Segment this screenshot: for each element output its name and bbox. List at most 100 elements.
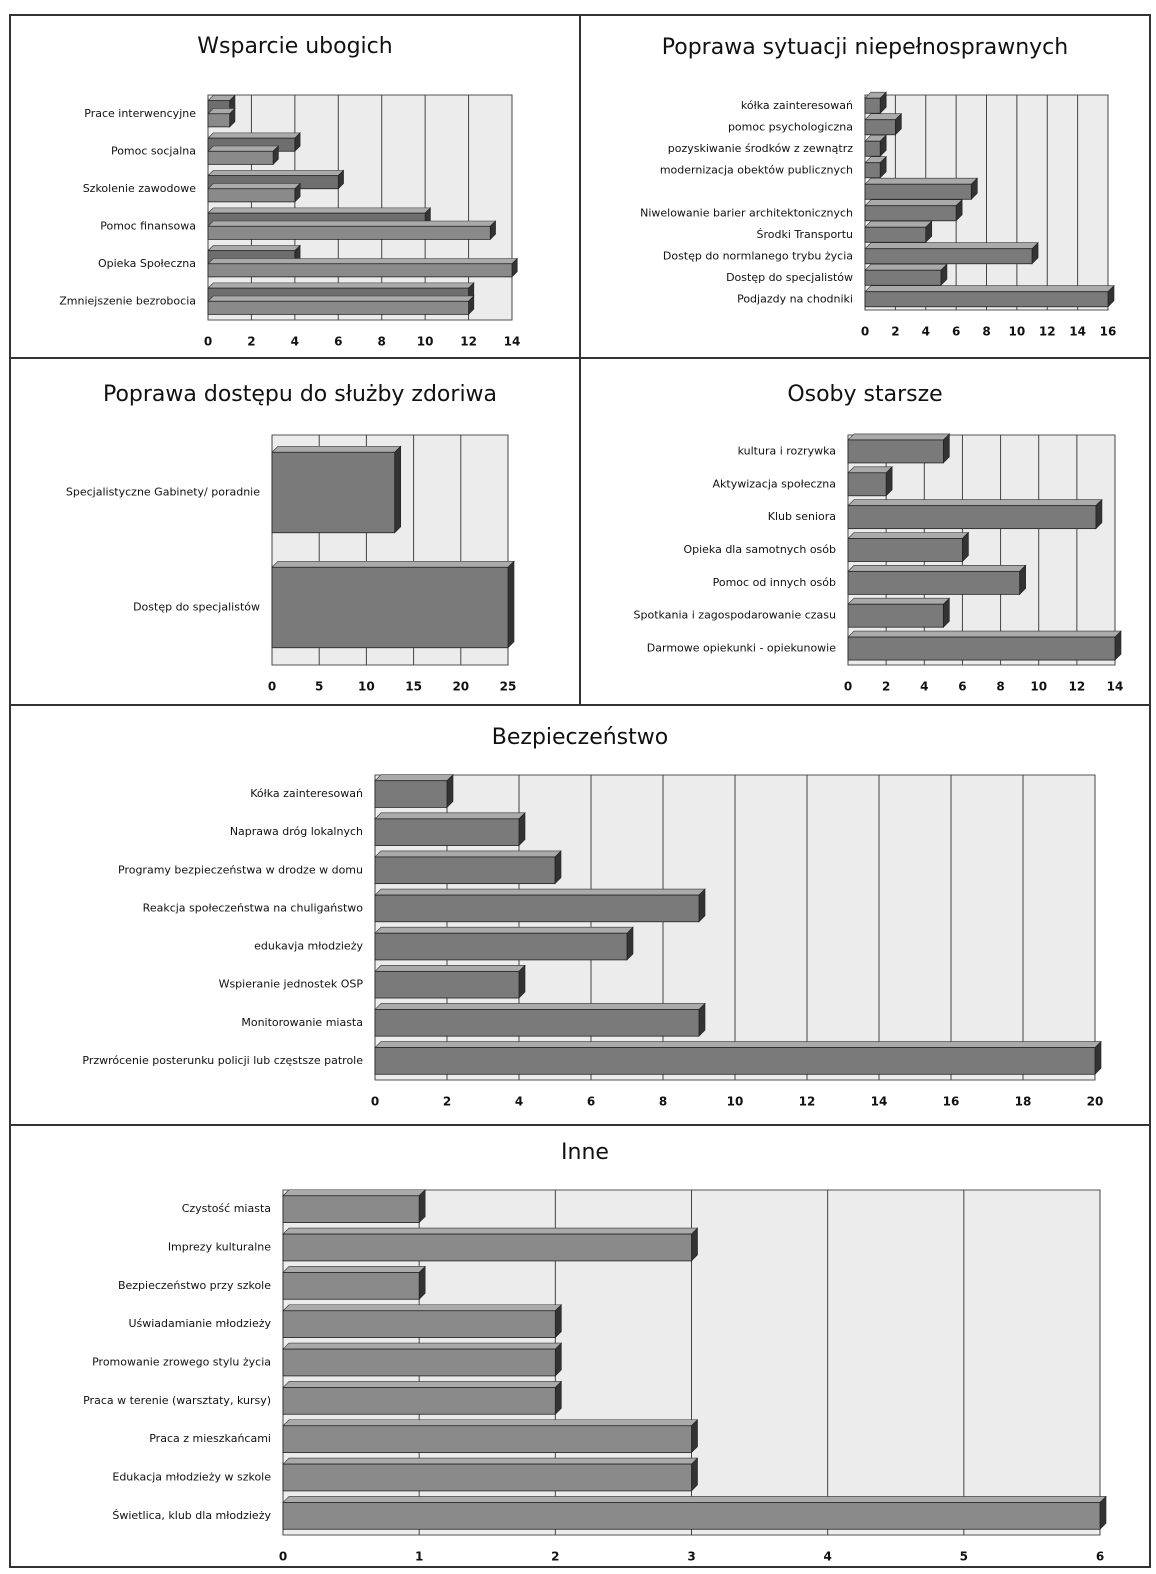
x-tick-label: 18 <box>1015 1095 1032 1109</box>
bar <box>282 1463 692 1492</box>
x-tick-label: 0 <box>861 325 869 339</box>
bar-depth <box>847 532 970 539</box>
x-tick-label: 5 <box>960 1550 968 1564</box>
category-label: Promowanie zrowego stylu życia <box>92 1356 271 1369</box>
category-label: Programy bezpieczeństwa w drodze w domu <box>118 863 363 876</box>
x-tick-label: 25 <box>500 680 517 694</box>
x-tick-label: 10 <box>1009 325 1026 339</box>
category-label: Wspieranie jednostek OSP <box>219 978 364 991</box>
category-label: Środki Transportu <box>757 228 854 241</box>
x-tick-label: 2 <box>443 1095 451 1109</box>
bar-depth <box>847 630 1122 638</box>
category-label: Opieka Społeczna <box>98 257 196 270</box>
x-tick-label: 16 <box>943 1095 960 1109</box>
bar-depth <box>374 850 562 858</box>
bar <box>864 291 1109 308</box>
category-label: Uświadamianie młodzieży <box>128 1317 271 1330</box>
bar-depth <box>282 1381 563 1388</box>
x-tick-label: 14 <box>504 335 521 349</box>
x-tick-label: 10 <box>358 680 375 694</box>
bar-depth <box>282 1266 426 1273</box>
bar-depth <box>282 1457 699 1465</box>
bar <box>847 439 944 464</box>
bar-depth <box>207 183 301 190</box>
x-tick-label: 3 <box>687 1550 695 1564</box>
x-tick-label: 6 <box>958 680 966 694</box>
bar-side <box>507 560 515 649</box>
bar <box>282 1195 420 1223</box>
category-label: pomoc psychologiczna <box>728 120 853 133</box>
chart-title: Wsparcie ubogich <box>197 34 392 59</box>
bar-depth <box>864 177 979 185</box>
bar-depth <box>864 242 1039 250</box>
bar-depth <box>207 170 345 176</box>
bar <box>207 150 274 165</box>
bar-depth <box>864 199 963 207</box>
bar <box>374 970 520 999</box>
x-tick-label: 4 <box>922 325 930 339</box>
bar-depth <box>207 132 301 139</box>
x-tick-label: 14 <box>1069 325 1086 339</box>
category-label: kółka zainteresowań <box>741 99 853 112</box>
bar-depth <box>374 965 526 972</box>
bar <box>374 1047 1096 1075</box>
bar <box>374 932 628 961</box>
bar-depth <box>282 1227 699 1235</box>
bar <box>847 505 1097 530</box>
bar-depth <box>282 1304 563 1312</box>
bar-depth <box>847 597 951 605</box>
plot-area <box>207 94 513 321</box>
bar-depth <box>282 1496 1107 1503</box>
category-label: Spotkania i zagospodarowanie czasu <box>634 609 836 622</box>
category-label: Imprezy kulturalne <box>168 1241 271 1254</box>
x-tick-label: 14 <box>1107 680 1124 694</box>
bar-depth <box>207 258 518 265</box>
category-label: Kółka zainteresowań <box>250 787 363 800</box>
bar-depth <box>847 565 1027 572</box>
bar <box>282 1233 692 1262</box>
bar-depth <box>374 774 454 782</box>
bar <box>847 636 1116 661</box>
category-label: Aktywizacja społeczna <box>713 477 837 490</box>
bar <box>282 1272 420 1300</box>
x-tick-label: 8 <box>659 1095 667 1109</box>
bar-side <box>518 812 526 847</box>
x-tick-label: 2 <box>551 1550 559 1564</box>
chart-title: Poprawa sytuacji niepełnosprawnych <box>662 35 1068 60</box>
bar-depth <box>207 295 475 302</box>
bar <box>864 269 942 286</box>
category-label: Klub seniora <box>768 510 836 523</box>
bar <box>282 1425 692 1453</box>
bar-depth <box>374 1003 706 1010</box>
bar <box>271 566 509 649</box>
category-label: Praca w terenie (warsztaty, kursy) <box>83 1394 271 1407</box>
category-label: Prace interwencyjne <box>84 107 196 120</box>
category-label: kultura i rozrywka <box>738 444 836 457</box>
category-label: Podjazdy na chodniki <box>737 292 853 305</box>
x-tick-label: 20 <box>452 680 469 694</box>
x-tick-label: 4 <box>291 335 299 349</box>
bar <box>374 894 700 923</box>
x-tick-label: 6 <box>587 1095 595 1109</box>
category-label: Dostęp do specjalistów <box>133 601 260 614</box>
bar-side <box>698 1002 706 1037</box>
category-label: pozyskiwanie środków z zewnątrz <box>668 142 853 155</box>
bar <box>207 225 491 240</box>
bar <box>864 162 881 179</box>
category-label: Świetlica, klub dla młodzieży <box>112 1509 271 1522</box>
x-tick-label: 0 <box>204 335 212 349</box>
bar-depth <box>374 812 526 820</box>
category-label: Naprawa dróg lokalnych <box>230 825 363 838</box>
category-label: Edukacja młodzieży w szkole <box>112 1471 271 1484</box>
bar-depth <box>207 220 497 227</box>
bar-side <box>1099 1495 1107 1530</box>
bar-side <box>691 1419 698 1454</box>
category-label: edukavja młodzieży <box>254 940 363 953</box>
x-tick-label: 12 <box>1069 680 1086 694</box>
bar-side <box>555 1380 562 1415</box>
bar <box>847 538 963 562</box>
bar <box>864 97 881 114</box>
bar-depth <box>374 1041 1102 1048</box>
